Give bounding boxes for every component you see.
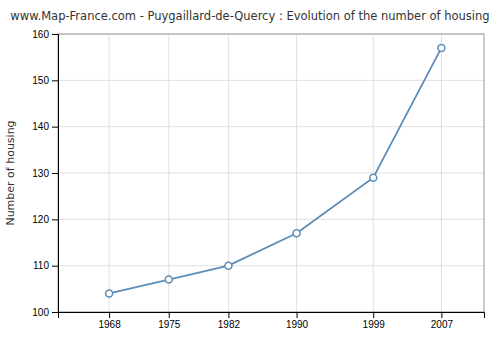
tick-mark <box>228 312 229 318</box>
tick: 160 <box>32 29 58 40</box>
grid-line <box>441 34 442 312</box>
tick-mark <box>441 312 442 318</box>
tick-mark <box>52 173 58 174</box>
point <box>370 174 377 181</box>
chart: www.Map-France.com - Puygaillard-de-Quer… <box>0 0 500 340</box>
point <box>293 230 300 237</box>
tick-label: 1990 <box>286 319 309 330</box>
tick-mark <box>109 312 110 318</box>
grid-line <box>228 34 229 312</box>
axis-line <box>52 35 59 313</box>
tick: 1975 <box>158 312 181 330</box>
grid-line <box>373 34 374 312</box>
line <box>109 48 441 294</box>
tick: 1968 <box>98 312 121 330</box>
y-axis-title: Number of housing <box>4 120 17 225</box>
grid-line <box>58 80 484 81</box>
tick-mark <box>52 127 58 128</box>
tick-mark <box>52 34 58 35</box>
y-axis: 100 110 120 130 140 150 160 <box>32 29 58 318</box>
tick: 1982 <box>218 312 241 330</box>
tick-label: 1968 <box>98 319 121 330</box>
tick: 120 <box>32 214 58 225</box>
grid-line <box>58 219 484 220</box>
grid-line <box>58 126 484 127</box>
tick-label: 110 <box>33 260 49 271</box>
point <box>106 290 113 297</box>
x-axis: 1968 1975 1982 1990 1999 2007 <box>59 312 485 330</box>
title: www.Map-France.com - Puygaillard-de-Quer… <box>10 9 489 23</box>
tick-mark <box>52 219 58 220</box>
tick-mark <box>297 312 298 318</box>
tick-label: 140 <box>32 121 49 132</box>
grid-line <box>109 34 110 312</box>
plot: 1968197519821990199920071001101201301401… <box>32 29 484 330</box>
tick-label: 1982 <box>218 319 241 330</box>
plot-frame <box>58 34 484 312</box>
tick-label: 160 <box>32 29 49 40</box>
grid-line <box>58 265 484 266</box>
tick-label: 1975 <box>158 319 181 330</box>
grid-line <box>58 173 484 174</box>
tick-label: 1999 <box>363 319 386 330</box>
tick-label: 2007 <box>431 319 454 330</box>
tick: 140 <box>32 121 58 132</box>
grid-line <box>168 34 169 312</box>
tick-mark <box>52 80 58 81</box>
tick-label: 120 <box>32 214 49 225</box>
tick-label: 100 <box>32 307 49 318</box>
tick-mark <box>373 312 374 318</box>
grid-line <box>296 34 297 312</box>
axis-line <box>59 313 485 319</box>
tick: 1999 <box>363 312 386 330</box>
point <box>225 262 232 269</box>
tick-mark <box>169 312 170 318</box>
tick: 100 <box>32 307 58 318</box>
tick: 1990 <box>286 312 309 330</box>
tick: 110 <box>33 260 58 271</box>
tick-mark <box>52 312 58 313</box>
point <box>438 44 445 51</box>
tick-label: 130 <box>32 168 49 179</box>
grid <box>58 34 484 312</box>
series <box>106 44 445 297</box>
tick-mark <box>52 266 58 267</box>
point <box>165 276 172 283</box>
tick: 150 <box>32 75 58 86</box>
tick: 2007 <box>431 312 454 330</box>
tick-label: 150 <box>32 75 49 86</box>
tick: 130 <box>32 168 58 179</box>
